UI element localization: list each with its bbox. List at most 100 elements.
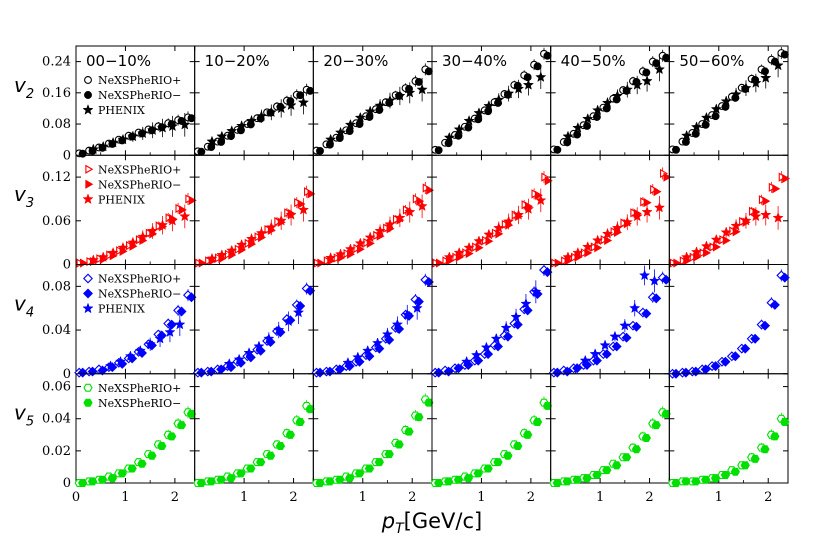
row-label-v2: v2	[14, 73, 34, 102]
panel-v3-3	[431, 154, 553, 268]
point-phenix	[144, 338, 156, 350]
point-phenix	[740, 82, 752, 93]
point-minus	[730, 351, 741, 362]
panel-frame	[431, 264, 552, 375]
point-minus	[760, 445, 770, 454]
point-phenix	[275, 214, 287, 226]
point-phenix	[156, 122, 169, 133]
point-phenix	[87, 254, 99, 265]
point-phenix	[364, 105, 376, 117]
point-phenix	[740, 214, 752, 226]
point-phenix	[579, 354, 591, 366]
point-minus	[720, 470, 731, 479]
point-minus	[612, 461, 622, 470]
point-minus	[780, 417, 790, 426]
panel-v2-3	[431, 45, 552, 156]
row-label-v5: v5	[14, 401, 34, 430]
point-minus	[433, 367, 444, 378]
row-label-symbol: v	[14, 182, 27, 206]
point-minus	[761, 67, 769, 76]
point-phenix	[463, 115, 475, 126]
x-tick-label: 2	[764, 490, 772, 505]
y-tick-label: 0.24	[42, 55, 71, 70]
point-minus	[334, 364, 345, 375]
point-phenix	[107, 246, 119, 258]
point-minus	[414, 77, 423, 86]
row-label-symbol: v	[14, 73, 27, 97]
point-minus	[394, 440, 404, 449]
point-minus	[711, 112, 720, 121]
point-phenix	[611, 90, 624, 101]
point-phenix	[233, 353, 245, 365]
point-phenix	[641, 206, 653, 217]
point-phenix	[411, 302, 423, 313]
point-phenix	[599, 339, 611, 351]
legend-marker	[83, 398, 93, 407]
point-minus	[297, 199, 306, 209]
centrality-label: 00−10%	[86, 52, 151, 70]
point-minus	[503, 451, 513, 460]
point-phenix	[572, 246, 584, 258]
point-minus	[691, 477, 701, 486]
legend-marker	[82, 302, 94, 314]
legend-marker	[83, 273, 93, 284]
point-phenix	[648, 274, 661, 286]
point-phenix	[572, 122, 584, 133]
point-minus	[117, 469, 127, 478]
legend-label: NeXSPheRIO+	[98, 163, 181, 176]
x-tick-label: 1	[477, 490, 485, 505]
point-minus	[178, 205, 187, 215]
point-phenix	[292, 306, 305, 318]
labels-layer: 00−10% 10−20% 20−30% 30−40% 40−50% 50−60%00.0…	[14, 52, 772, 537]
point-phenix	[404, 86, 416, 98]
point-phenix	[374, 99, 386, 111]
point-minus	[384, 450, 394, 459]
point-minus	[722, 235, 731, 246]
point-minus	[770, 432, 780, 441]
point-minus	[423, 277, 434, 287]
point-phenix	[263, 332, 275, 344]
point-minus	[740, 343, 751, 354]
legend-label: NeXSPheRIO+	[98, 74, 181, 87]
point-minus	[246, 464, 256, 473]
point-minus	[611, 341, 622, 352]
x-tick-label: 1	[240, 490, 248, 505]
point-phenix	[750, 210, 762, 222]
point-phenix	[512, 83, 525, 94]
point-minus	[275, 442, 286, 451]
x-tick-label: 1	[596, 490, 604, 505]
panel-v2-1	[193, 45, 315, 156]
point-phenix	[760, 209, 772, 220]
point-phenix	[535, 194, 547, 206]
point-minus	[176, 421, 187, 430]
point-minus	[671, 478, 681, 488]
point-minus	[87, 366, 98, 377]
point-minus	[364, 351, 375, 362]
point-minus	[542, 267, 553, 278]
point-phenix	[236, 120, 248, 131]
x-axis-title-subscript: T	[395, 521, 405, 537]
point-phenix	[582, 113, 594, 124]
y-tick-label: 0	[63, 258, 71, 273]
point-minus	[554, 258, 563, 268]
x-tick-label: 2	[527, 490, 535, 505]
point-minus	[493, 341, 503, 352]
point-minus	[187, 114, 196, 123]
point-minus	[750, 454, 760, 463]
point-phenix	[297, 203, 310, 215]
point-minus	[196, 478, 206, 488]
legend-label: NeXSPheRIO+	[98, 273, 181, 286]
point-phenix	[638, 269, 651, 281]
point-minus	[780, 50, 789, 59]
point-minus	[690, 366, 701, 377]
point-phenix	[216, 130, 228, 142]
point-phenix	[255, 227, 268, 238]
point-phenix	[562, 251, 574, 262]
point-phenix	[700, 111, 713, 123]
point-minus	[317, 258, 326, 268]
panel-v5-3	[430, 373, 553, 488]
centrality-label: 30−40%	[442, 52, 507, 70]
point-phenix	[107, 136, 119, 148]
point-minus	[364, 464, 375, 473]
point-phenix	[334, 126, 347, 138]
